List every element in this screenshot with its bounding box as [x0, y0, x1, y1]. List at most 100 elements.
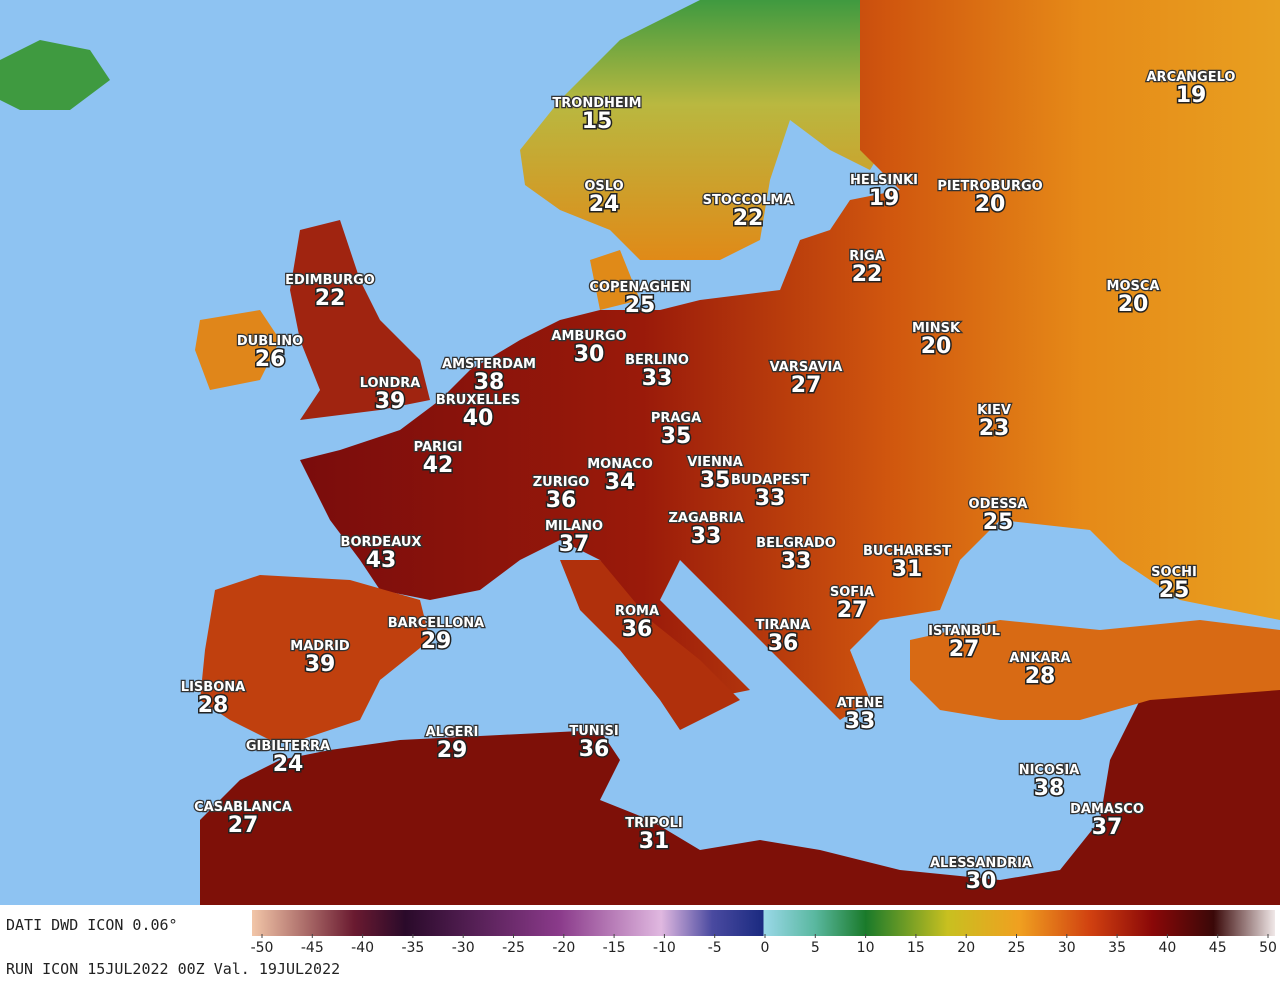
city-temp: 20 — [975, 192, 1006, 217]
color-bar — [252, 910, 1275, 936]
city-temp: 36 — [579, 737, 610, 762]
city-name: LISBONA — [181, 680, 245, 695]
city-name: ODESSA — [969, 497, 1028, 512]
city-temp: 30 — [966, 869, 997, 894]
city-name: BORDEAUX — [341, 535, 422, 550]
city-name: BELGRADO — [756, 536, 836, 551]
city-temp: 39 — [375, 389, 406, 414]
city-temp: 36 — [546, 488, 577, 513]
city-temp: 37 — [1092, 815, 1123, 840]
city-name: BUCHAREST — [863, 544, 951, 559]
iceland — [0, 40, 110, 110]
city-temp: 19 — [869, 186, 900, 211]
city-temp: 23 — [979, 416, 1010, 441]
city-name: HELSINKI — [850, 173, 918, 188]
tick-label: -30 — [452, 940, 475, 956]
city-name: TRIPOLI — [625, 816, 682, 831]
city-name: GIBILTERRA — [246, 739, 330, 754]
city-name: ZURIGO — [533, 475, 590, 490]
source-label: DATI DWD ICON 0.06° — [6, 916, 178, 934]
city-temp: 33 — [691, 524, 722, 549]
tick-label: -5 — [708, 940, 722, 956]
city-temp: 20 — [921, 334, 952, 359]
tick-label: 10 — [857, 940, 875, 956]
tick-label: 30 — [1058, 940, 1076, 956]
city-name: OSLO — [584, 179, 623, 194]
continent — [300, 0, 1280, 720]
run-label: RUN ICON 15JUL2022 00Z Val. 19JUL2022 — [6, 960, 340, 978]
city-temp: 27 — [791, 373, 822, 398]
city-name: SOCHI — [1151, 565, 1197, 580]
city-temp: 22 — [733, 206, 764, 231]
city-name: ROMA — [615, 604, 659, 619]
city-name: BARCELLONA — [388, 616, 485, 631]
city-name: BUDAPEST — [731, 473, 809, 488]
city-temp: 30 — [574, 342, 605, 367]
tick-label: 45 — [1209, 940, 1227, 956]
city-temp: 39 — [305, 652, 336, 677]
city-name: ATENE — [837, 696, 884, 711]
city-name: ANKARA — [1009, 651, 1070, 666]
city-temp: 25 — [983, 510, 1014, 535]
city-temp: 37 — [559, 532, 590, 557]
city-temp: 28 — [198, 693, 229, 718]
city-name: KIEV — [977, 403, 1011, 418]
tick-label: -10 — [653, 940, 676, 956]
city-temp: 20 — [1118, 292, 1149, 317]
scandinavia — [520, 0, 900, 260]
city-temp: 42 — [423, 453, 454, 478]
city-temp: 40 — [463, 406, 494, 431]
color-bar-ticks: -50 -45 -40 -35 -30 -25 -20 -15 -10 -5 0 5 10 15 20 25 3… — [251, 934, 1277, 956]
city-temp: 35 — [661, 424, 692, 449]
city-name: RIGA — [849, 249, 885, 264]
tick-label: -25 — [502, 940, 525, 956]
city-name: BERLINO — [625, 353, 689, 368]
city-temp: 26 — [255, 347, 286, 372]
tick-label: 35 — [1108, 940, 1126, 956]
italy — [560, 560, 740, 730]
city-name: CASABLANCA — [194, 800, 292, 815]
iberia — [200, 575, 430, 740]
city-name: ALGERI — [426, 725, 479, 740]
city-temp: 33 — [845, 709, 876, 734]
turkey — [910, 620, 1280, 720]
north-africa — [200, 680, 1280, 905]
city-name: TUNISI — [569, 724, 618, 739]
city-temp: 29 — [437, 738, 468, 763]
city-name: DUBLINO — [237, 334, 303, 349]
city-name: VIENNA — [687, 455, 743, 470]
city-temp: 43 — [366, 548, 397, 573]
city-temp: 27 — [949, 637, 980, 662]
city-name: COPENAGHEN — [589, 280, 690, 295]
city-name: TIRANA — [756, 618, 811, 633]
tick-label: 20 — [957, 940, 975, 956]
city-name: ALESSANDRIA — [930, 856, 1032, 871]
tick-label: -15 — [603, 940, 626, 956]
city-temp: 27 — [228, 813, 259, 838]
tick-label: 15 — [907, 940, 925, 956]
city-temp: 24 — [273, 752, 304, 777]
city-temp: 24 — [589, 192, 620, 217]
city-name: TRONDHEIM — [552, 96, 641, 111]
city-name: DAMASCO — [1070, 802, 1144, 817]
tick-label: -20 — [552, 940, 575, 956]
city-name: ISTANBUL — [928, 624, 1000, 639]
city-temp: 19 — [1176, 83, 1207, 108]
city-temp: 31 — [639, 829, 670, 854]
city-temp: 33 — [781, 549, 812, 574]
city-name: EDIMBURGO — [285, 273, 375, 288]
city-temp: 27 — [837, 598, 868, 623]
city-name: SOFIA — [830, 585, 874, 600]
ireland — [195, 310, 280, 390]
city-temp: 33 — [755, 486, 786, 511]
city-temp: 34 — [605, 470, 636, 495]
britain — [290, 220, 430, 420]
tick-label: 40 — [1158, 940, 1176, 956]
city-temp: 35 — [700, 468, 731, 493]
city-temp: 25 — [625, 293, 656, 318]
city-name: MILANO — [545, 519, 603, 534]
tick-label: -40 — [351, 940, 374, 956]
city-temp: 36 — [622, 617, 653, 642]
